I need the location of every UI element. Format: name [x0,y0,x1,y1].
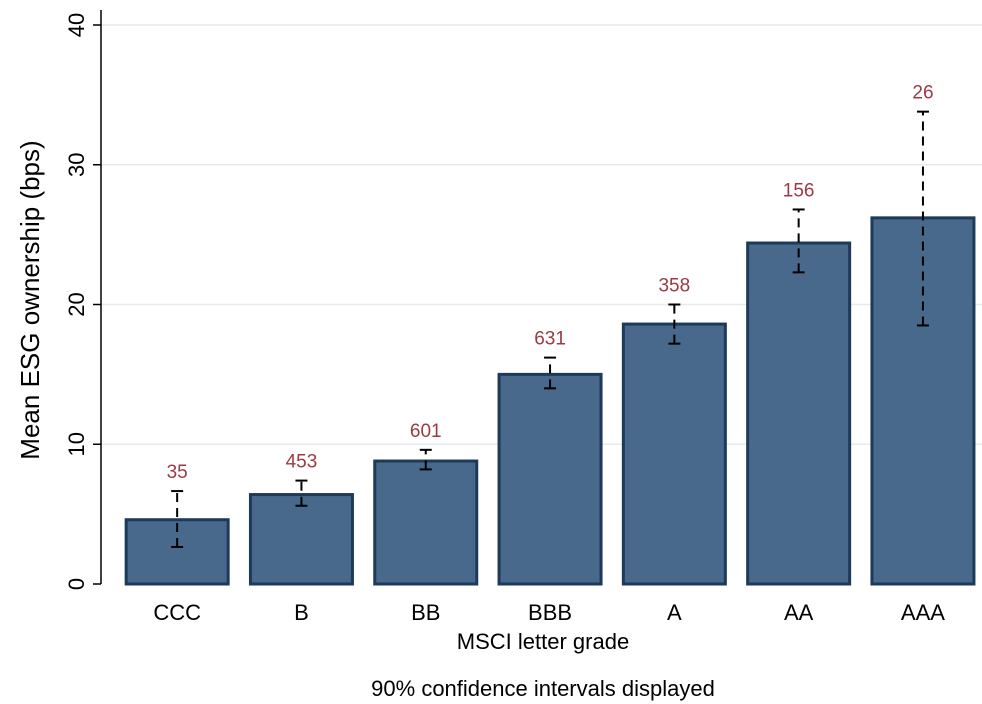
bar [746,241,852,586]
x-axis-title: MSCI letter grade [457,629,629,654]
y-tick-label: 30 [64,153,89,177]
x-tick-label: AA [784,600,814,625]
bar [248,493,354,586]
bar [497,372,603,586]
x-tick-label: CCC [153,600,201,625]
bar [373,459,479,586]
y-tick-label: 20 [64,292,89,316]
count-label: 35 [167,462,188,483]
x-tick-label: A [667,600,682,625]
y-tick-label: 10 [64,432,89,456]
count-label: 358 [658,276,690,297]
x-tick-label: AAA [901,600,945,625]
y-tick-label: 40 [64,13,89,37]
count-label: 631 [534,329,566,350]
count-label: 26 [912,83,933,104]
note: 90% confidence intervals displayed [371,676,715,701]
count-label: 453 [286,452,318,473]
y-axis-title: Mean ESG ownership (bps) [15,140,45,459]
count-label: 601 [410,421,442,442]
count-label: 156 [783,180,815,201]
y-tick-label: 0 [64,578,89,590]
x-tick-label: B [294,600,309,625]
bar [621,322,727,586]
x-tick-label: BBB [528,600,572,625]
x-tick-label: BB [411,600,440,625]
